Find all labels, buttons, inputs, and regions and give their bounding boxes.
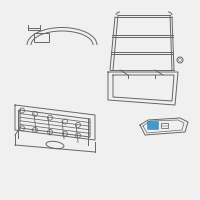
FancyBboxPatch shape [148,121,158,130]
